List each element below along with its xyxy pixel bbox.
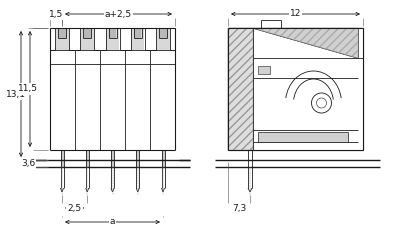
Bar	[258, 66, 270, 74]
Text: 3,6: 3,6	[21, 159, 35, 168]
Text: 11,5: 11,5	[18, 84, 38, 93]
Text: a+2,5: a+2,5	[105, 10, 132, 18]
Polygon shape	[84, 29, 91, 37]
Polygon shape	[86, 150, 89, 167]
Text: 2,5: 2,5	[68, 203, 82, 213]
Polygon shape	[253, 28, 358, 58]
Text: 7,3: 7,3	[232, 203, 246, 213]
Bar	[228, 28, 363, 150]
Polygon shape	[156, 29, 170, 49]
Text: a: a	[110, 217, 115, 227]
Polygon shape	[131, 29, 144, 49]
Bar	[258, 132, 348, 142]
Text: 1,5: 1,5	[49, 10, 63, 18]
Bar	[253, 28, 363, 150]
Polygon shape	[134, 29, 141, 37]
Polygon shape	[106, 29, 119, 49]
Polygon shape	[162, 150, 164, 167]
Polygon shape	[109, 29, 116, 37]
Polygon shape	[56, 29, 68, 49]
Polygon shape	[81, 29, 94, 49]
Text: 12: 12	[290, 10, 301, 18]
Bar	[228, 28, 363, 150]
Polygon shape	[136, 150, 139, 167]
Polygon shape	[58, 29, 66, 37]
Polygon shape	[60, 150, 64, 167]
Polygon shape	[160, 29, 166, 37]
Polygon shape	[111, 150, 114, 167]
Text: 13,1: 13,1	[6, 90, 26, 98]
Bar	[228, 28, 253, 150]
Bar	[228, 28, 253, 150]
